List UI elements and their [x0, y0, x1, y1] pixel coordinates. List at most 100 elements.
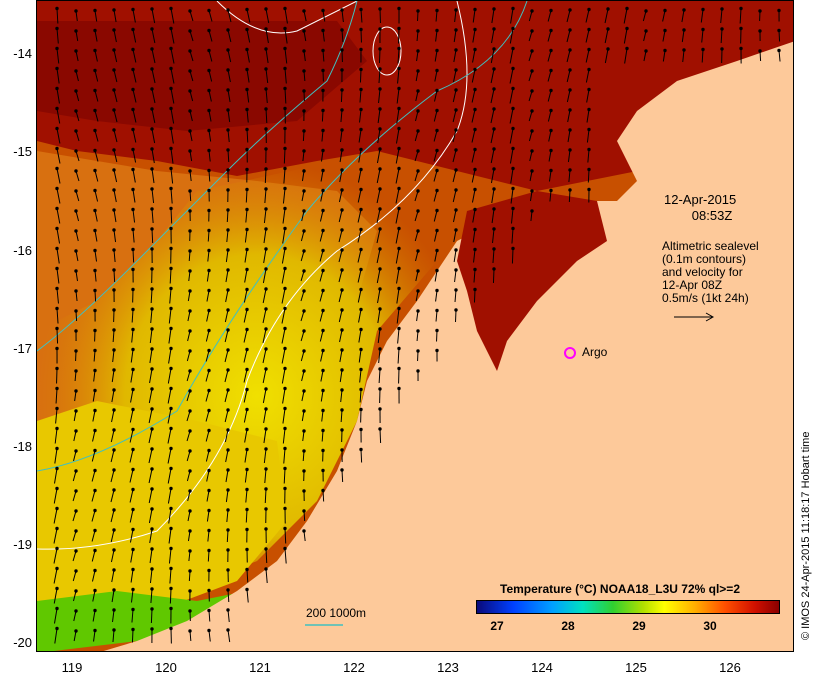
velocity-vector — [358, 349, 362, 363]
velocity-vector — [227, 69, 231, 83]
velocity-vector-origin — [378, 307, 382, 311]
velocity-vector-origin — [74, 609, 78, 613]
velocity-vector-origin — [302, 349, 306, 353]
velocity-vector-origin — [739, 46, 743, 51]
velocity-vector-origin — [150, 527, 154, 531]
velocity-vector — [395, 208, 400, 224]
velocity-vector-origin — [112, 8, 116, 12]
velocity-vector-origin — [112, 508, 116, 512]
velocity-vector — [284, 68, 287, 84]
velocity-vector-origin — [264, 327, 268, 331]
velocity-vector-origin — [435, 268, 439, 273]
velocity-vector — [434, 270, 438, 282]
velocity-vector-origin — [55, 6, 59, 11]
sst-map[interactable] — [36, 0, 794, 652]
velocity-vector — [604, 48, 609, 64]
bay-warm-water — [457, 191, 607, 371]
velocity-vector — [150, 308, 153, 324]
velocity-vector-origin — [644, 29, 648, 33]
velocity-vector-origin — [283, 406, 287, 411]
velocity-vector-origin — [264, 387, 268, 391]
x-tick-label: 119 — [61, 660, 83, 675]
velocity-vector-origin — [416, 29, 420, 33]
y-tick-label: -19 — [13, 537, 32, 552]
velocity-vector-origin — [169, 246, 173, 251]
velocity-vector-origin — [473, 247, 477, 252]
velocity-vector-origin — [359, 387, 363, 392]
velocity-vector-origin — [454, 288, 458, 292]
velocity-vector — [110, 529, 115, 543]
velocity-vector — [281, 308, 286, 324]
velocity-vector — [131, 309, 134, 323]
velocity-vector — [75, 150, 80, 162]
velocity-vector-origin — [131, 627, 135, 632]
velocity-vector — [778, 30, 781, 42]
velocity-vector — [169, 588, 172, 604]
velocity-vector — [321, 430, 324, 442]
velocity-vector — [92, 430, 96, 442]
velocity-vector-origin — [758, 49, 762, 53]
velocity-vector — [566, 49, 571, 63]
velocity-vector — [91, 530, 96, 542]
velocity-vector — [585, 69, 590, 83]
velocity-vector-origin — [226, 268, 230, 272]
velocity-vector-origin — [93, 288, 97, 293]
velocity-vector-origin — [112, 368, 116, 372]
velocity-vector-origin — [169, 26, 173, 31]
velocity-vector-origin — [435, 128, 439, 133]
velocity-vector — [377, 288, 381, 304]
velocity-vector — [187, 310, 191, 322]
velocity-vector-origin — [549, 148, 553, 153]
velocity-vector-origin — [188, 509, 192, 513]
velocity-vector-origin — [492, 227, 496, 231]
velocity-vector-origin — [283, 126, 287, 131]
velocity-vector — [56, 108, 61, 124]
velocity-vector — [360, 9, 363, 23]
velocity-vector — [415, 110, 419, 122]
velocity-vector-origin — [112, 268, 116, 272]
velocity-vector — [585, 29, 590, 43]
velocity-vector — [224, 349, 229, 363]
velocity-vector-origin — [264, 547, 268, 551]
velocity-vector — [320, 170, 324, 182]
velocity-vector — [568, 169, 571, 183]
velocity-vector — [281, 268, 286, 284]
velocity-vector-origin — [169, 226, 173, 231]
velocity-vector-origin — [359, 447, 363, 452]
velocity-vector — [54, 428, 58, 444]
velocity-vector-origin — [359, 347, 363, 352]
velocity-vector — [490, 68, 495, 84]
velocity-vector — [113, 229, 117, 243]
velocity-vector — [75, 70, 79, 82]
velocity-vector — [170, 208, 173, 224]
velocity-vector — [682, 49, 685, 63]
velocity-vector — [205, 410, 210, 422]
velocity-vector — [132, 89, 137, 103]
velocity-vector — [53, 568, 58, 584]
y-tick-label: -14 — [13, 46, 32, 61]
velocity-vector-origin — [131, 507, 135, 512]
velocity-vector — [56, 48, 60, 64]
velocity-vector — [56, 268, 60, 284]
velocity-vector — [282, 208, 286, 224]
x-tick-label: 123 — [437, 660, 459, 675]
velocity-vector-origin — [682, 8, 686, 12]
velocity-vector-origin — [188, 349, 192, 353]
velocity-vector-origin — [55, 26, 59, 31]
velocity-vector-origin — [340, 328, 344, 332]
velocity-vector-origin — [93, 8, 97, 13]
velocity-vector-origin — [397, 126, 401, 131]
velocity-vector — [130, 549, 134, 563]
velocity-vector-origin — [150, 427, 154, 431]
velocity-vector — [378, 48, 381, 64]
velocity-vector — [282, 188, 286, 204]
altimetry-legend: Altimetric sealevel (0.1m contours) and … — [662, 240, 759, 305]
velocity-vector-origin — [264, 527, 268, 531]
velocity-vector — [340, 89, 343, 103]
velocity-vector-origin — [511, 6, 515, 11]
velocity-vector — [225, 489, 229, 503]
velocity-vector — [265, 548, 268, 564]
velocity-vector-origin — [150, 587, 154, 591]
velocity-vector-origin — [283, 266, 287, 271]
velocity-vector-origin — [264, 487, 268, 491]
